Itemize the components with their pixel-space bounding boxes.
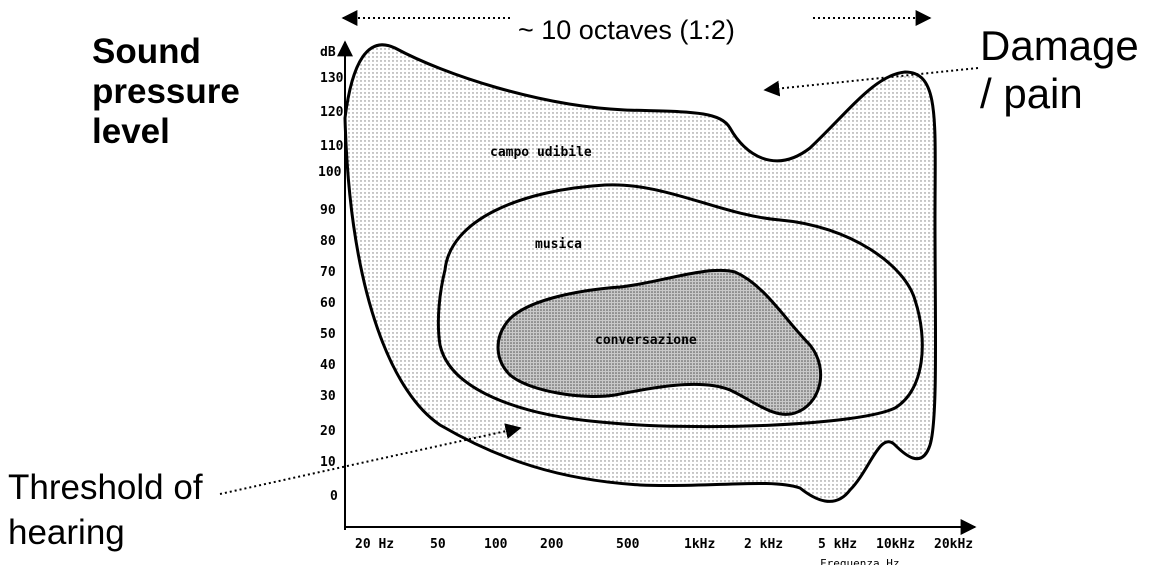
damage-line-1: Damage [980,22,1139,69]
threshold-line-1: Threshold of [8,468,203,507]
y-tick-label: 110 [320,139,344,154]
damage-pain-callout: Damage / pain [980,22,1139,118]
y-axis-title: Sound pressure level [92,32,240,152]
y-tick-label: 90 [320,203,336,218]
y-tick-label: 120 [320,105,344,120]
x-unit-label: Frequenza Hz [820,557,899,565]
y-unit-label: dB [320,45,336,60]
y-tick-label: 100 [318,165,342,180]
y-tick-label: 130 [320,71,344,86]
speech-region [496,268,823,416]
y-tick-label: 60 [320,296,336,311]
y-tick-label: 40 [320,358,336,373]
y-tick-label: 50 [320,327,336,342]
y-title-line-3: level [92,112,170,151]
damage-line-2: / pain [980,70,1083,117]
x-tick-label: 1kHz [684,537,715,552]
x-tick-label: 2 kHz [744,537,783,552]
x-tick-group: 20 Hz 50 100 200 500 1kHz 2 kHz 5 kHz 10… [355,537,973,565]
threshold-callout: Threshold of hearing [8,465,203,555]
octave-label-bg [512,4,810,42]
y-tick-label: 30 [320,389,336,404]
threshold-line-2: hearing [8,513,125,552]
threshold-callout-arrow [219,423,522,495]
speech-label: conversazione [595,333,697,348]
y-tick-label: 70 [320,265,336,280]
music-label: musica [535,237,582,252]
y-tick-label: 80 [320,234,336,249]
y-title-line-1: Sound [92,32,201,71]
x-tick-label: 20 Hz [355,537,394,552]
x-tick-label: 10kHz [876,537,915,552]
octave-span-label: ~ 10 octaves (1:2) [518,15,735,45]
damage-callout-arrow [763,67,979,97]
y-tick-label: 10 [320,455,336,470]
x-tick-label: 5 kHz [818,537,857,552]
y-tick-label: 20 [320,424,336,439]
x-tick-label: 100 [484,537,508,552]
y-tick-group: dB 130 120 110 100 90 80 70 60 50 40 30 … [318,45,344,504]
y-title-line-2: pressure [92,72,240,111]
x-tick-label: 200 [540,537,564,552]
audible-field-label: campo udibile [490,145,592,160]
x-tick-label: 500 [616,537,640,552]
y-tick-label: 0 [330,489,338,504]
x-tick-label: 20kHz [934,537,973,552]
x-tick-label: 50 [430,537,446,552]
